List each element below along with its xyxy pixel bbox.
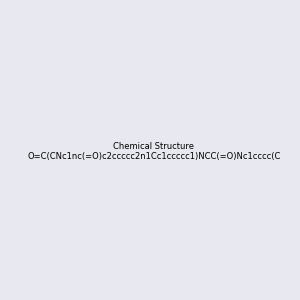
Text: Chemical Structure
O=C(CNc1nc(=O)c2ccccc2n1Cc1ccccc1)NCC(=O)Nc1cccc(C: Chemical Structure O=C(CNc1nc(=O)c2ccccc… — [27, 142, 280, 161]
